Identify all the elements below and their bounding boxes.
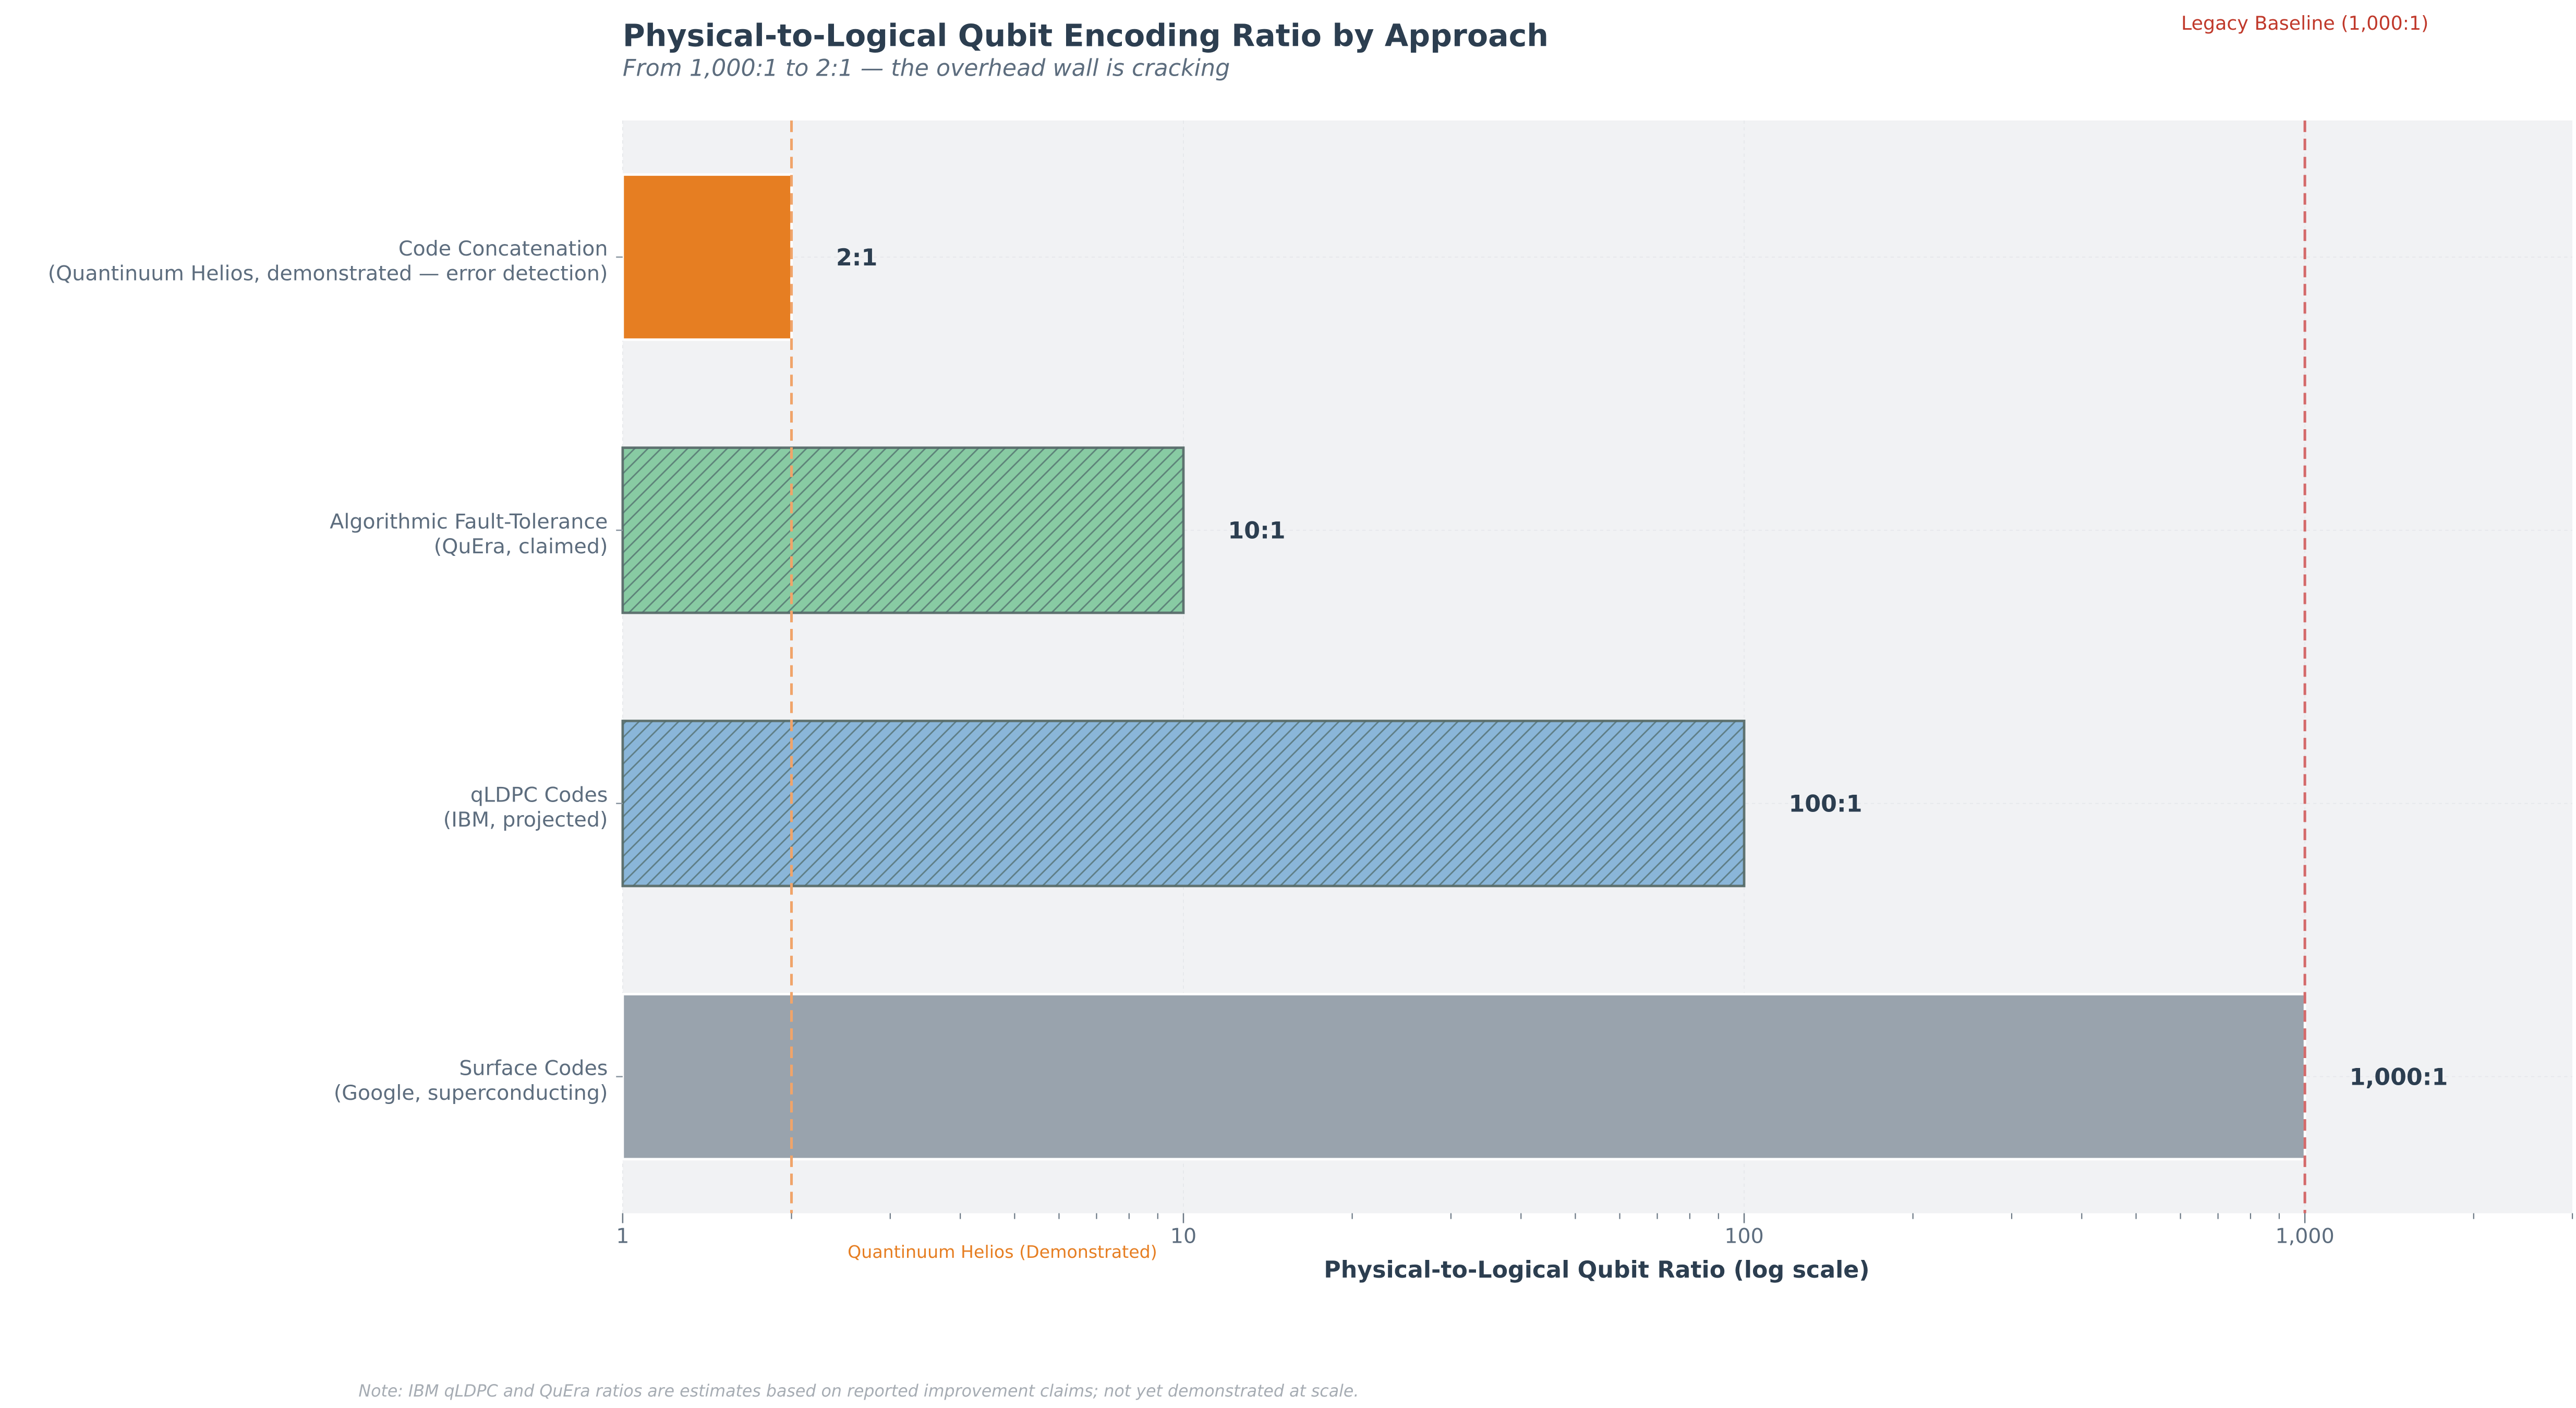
- x-tick-label: 100: [1724, 1224, 1763, 1248]
- value-label: 10:1: [1228, 518, 1285, 544]
- category-label: qLDPC Codes: [470, 783, 608, 807]
- value-label: 100:1: [1789, 791, 1863, 818]
- chart-title: Physical-to-Logical Qubit Encoding Ratio…: [623, 18, 1549, 54]
- x-tick-label: 1: [616, 1224, 629, 1248]
- x-axis-label: Physical-to-Logical Qubit Ratio (log sca…: [1324, 1257, 1869, 1283]
- bar: [621, 992, 2306, 1161]
- category-label: (Google, superconducting): [334, 1081, 608, 1105]
- chart-subtitle: From 1,000:1 to 2:1 — the overhead wall …: [623, 55, 1230, 82]
- footnote: Note: IBM qLDPC and QuEra ratios are est…: [358, 1382, 1359, 1401]
- x-tick-label: 1,000: [2276, 1224, 2335, 1248]
- reference-label: Legacy Baseline (1,000:1): [2181, 12, 2428, 34]
- category-label: (IBM, projected): [443, 808, 608, 832]
- bar-hatch: [622, 447, 1183, 613]
- x-tick-label: 10: [1170, 1224, 1196, 1248]
- value-label: 2:1: [836, 245, 877, 271]
- category-label: Algorithmic Fault-Tolerance: [330, 510, 608, 534]
- reference-label: Quantinuum Helios (Demonstrated): [848, 1242, 1157, 1262]
- category-label: (Quantinuum Helios, demonstrated — error…: [48, 261, 608, 285]
- category-label: Surface Codes: [459, 1056, 608, 1080]
- category-label: Code Concatenation: [398, 237, 608, 261]
- value-label: 1,000:1: [2350, 1064, 2448, 1090]
- bar: [621, 173, 793, 341]
- bar-hatch: [622, 721, 1745, 886]
- category-label: (QuEra, claimed): [434, 535, 608, 559]
